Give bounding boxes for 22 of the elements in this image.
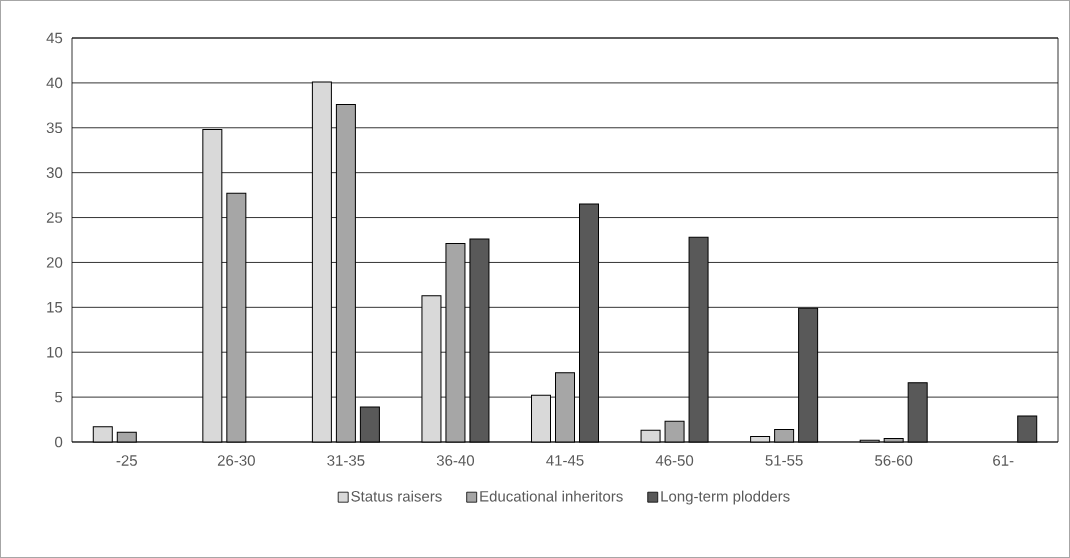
x-tick-label: -25 — [116, 455, 137, 466]
y-tick-label: 10 — [47, 346, 63, 358]
x-tick-label: 36-40 — [436, 455, 475, 466]
legend-label: Long-term plodders — [661, 490, 790, 505]
x-tick-label: 26-30 — [217, 455, 255, 466]
x-tick-label: 46-50 — [655, 455, 694, 466]
y-tick-label: 0 — [55, 436, 63, 448]
x-tick-label: 41-45 — [546, 455, 584, 466]
y-tick-label: 20 — [46, 257, 63, 268]
y-tick-label: 15 — [47, 302, 63, 313]
y-tick-label: 30 — [46, 167, 63, 178]
legend-label: Educational inheritors — [480, 490, 623, 502]
y-tick-label: 25 — [46, 212, 63, 223]
x-tick-label: 51-55 — [765, 455, 803, 466]
legend-label: Status raisers — [351, 490, 442, 502]
y-tick-label: 40 — [46, 77, 63, 89]
y-tick-label: 5 — [55, 391, 63, 403]
x-tick-label: 31-35 — [327, 455, 365, 466]
x-tick-label: 56-60 — [875, 455, 913, 466]
x-tick-label: 61- — [993, 455, 1014, 466]
y-tick-label: 35 — [46, 122, 63, 134]
y-tick-label: 45 — [46, 32, 63, 44]
